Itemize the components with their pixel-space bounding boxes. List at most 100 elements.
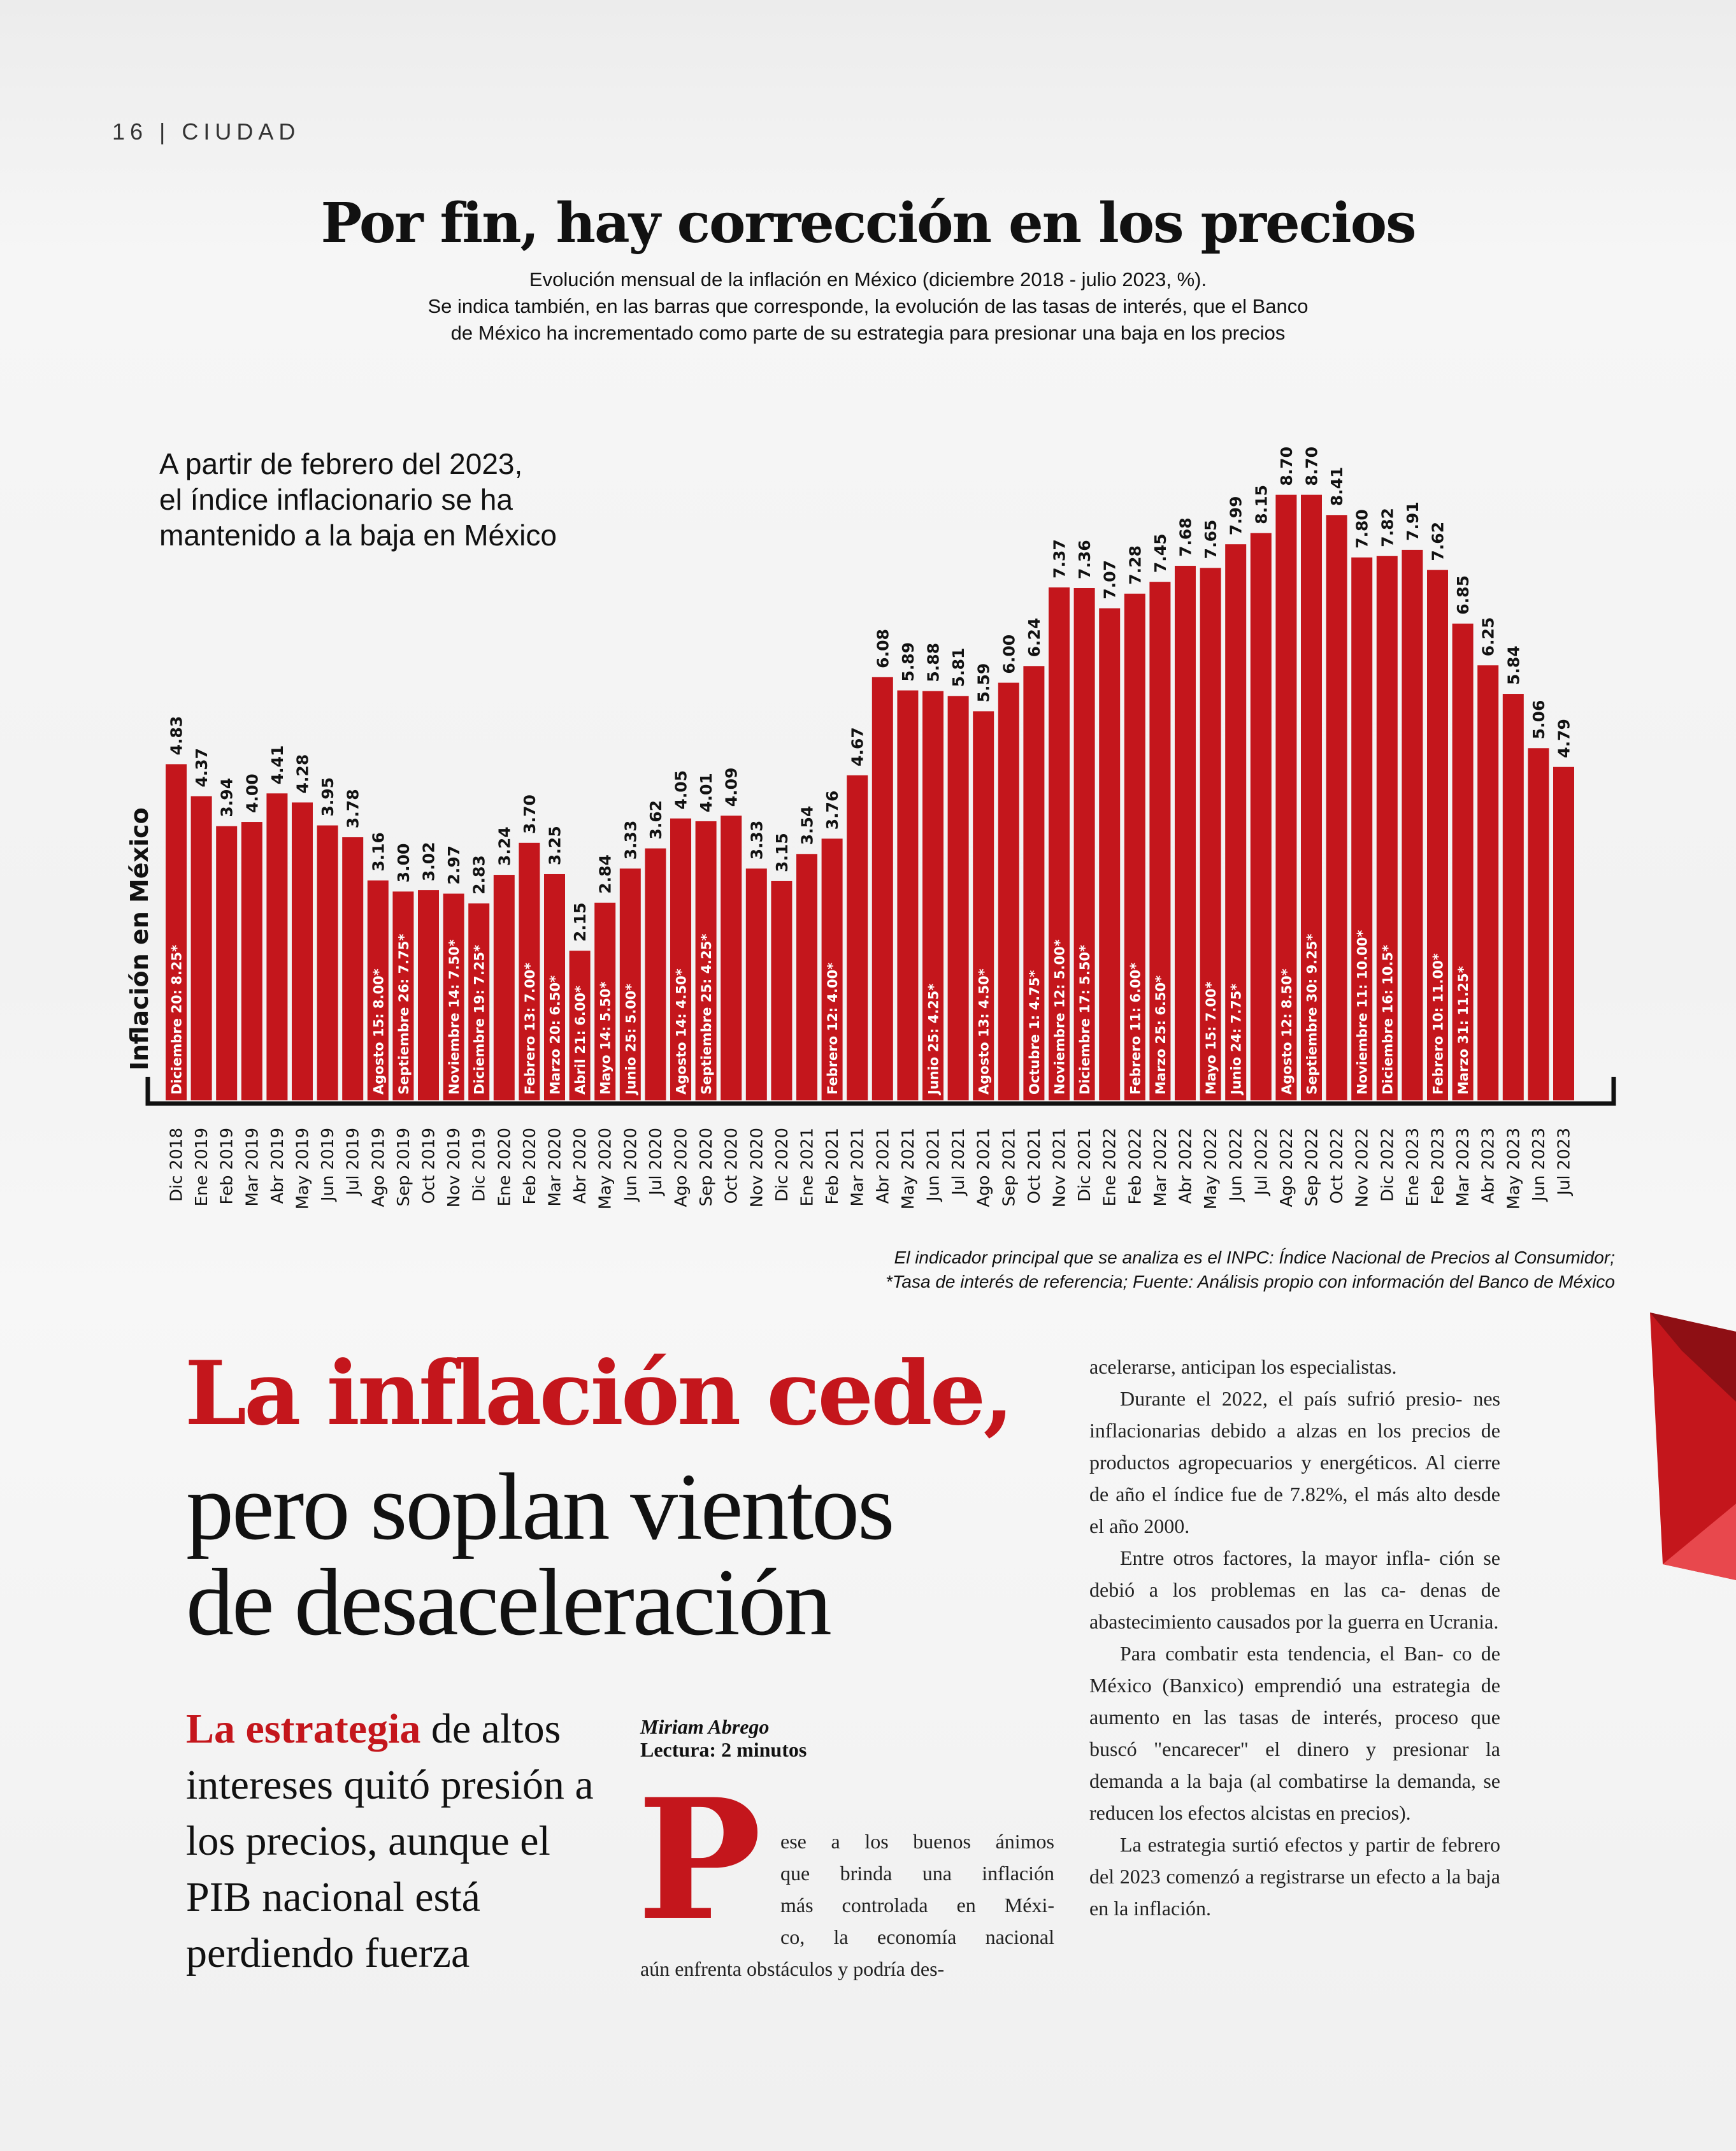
rate-annotation: Septiembre 25: 4.25*: [699, 934, 714, 1095]
bar-Nov 2021: [1049, 587, 1070, 1100]
rate-annotation: Noviembre 11: 10.00*: [1355, 930, 1370, 1095]
bar-Ene 2022: [1099, 608, 1121, 1100]
bar-Abr 2022: [1175, 566, 1196, 1100]
x-tick-label: Dic 2019: [470, 1128, 489, 1202]
x-tick-label: Mar 2022: [1151, 1128, 1170, 1207]
x-tick-label: Sep 2020: [697, 1128, 716, 1206]
bar-value-label: 5.84: [1504, 645, 1523, 685]
x-tick-label: Feb 2019: [218, 1128, 237, 1204]
bar-Dic 2022: [1376, 556, 1398, 1100]
x-tick-label: Jun 2019: [319, 1128, 338, 1202]
bar-Feb 2019: [216, 826, 238, 1100]
headline-black: pero soplan vientos de desaceleración: [186, 1459, 894, 1650]
bar-value-label: 6.85: [1454, 575, 1472, 615]
bar-value-label: 3.54: [798, 806, 817, 845]
body-paragraph: Entre otros factores, la mayor infla- ci…: [1089, 1546, 1500, 1633]
bar-Oct 2019: [418, 890, 439, 1100]
bar-Dic 2018: [166, 764, 187, 1100]
rate-annotation: Septiembre 26: 7.75*: [396, 934, 412, 1095]
x-tick-label: Jun 2023: [1530, 1128, 1549, 1202]
x-tick-label: Ago 2022: [1277, 1128, 1296, 1207]
author: Miriam Abrego: [640, 1715, 770, 1738]
bar-value-label: 3.02: [420, 842, 438, 881]
bar-value-label: 3.33: [621, 821, 640, 860]
bar-Nov 2020: [745, 868, 767, 1100]
y-axis-label: Inflación en México: [126, 807, 154, 1070]
x-tick-label: Mar 2023: [1454, 1128, 1473, 1207]
bar-value-label: 3.00: [394, 844, 413, 883]
bar-value-label: 7.65: [1202, 520, 1220, 559]
x-tick-label: Jun 2022: [1227, 1128, 1246, 1202]
bar-value-label: 3.33: [747, 821, 766, 860]
x-tick-label: Sep 2019: [394, 1128, 413, 1206]
x-tick-label: Abr 2022: [1177, 1128, 1196, 1204]
x-tick-label: Dic 2018: [168, 1128, 187, 1202]
article-column-2: acelerarse, anticipan los especialistas.…: [1089, 1351, 1500, 1924]
x-tick-label: May 2023: [1504, 1128, 1523, 1209]
bar-value-label: 3.70: [520, 795, 539, 834]
bar-May 2022: [1200, 568, 1221, 1100]
chart-subtitle: Evolución mensual de la inflación en Méx…: [319, 266, 1417, 347]
bar-value-label: 7.37: [1051, 539, 1069, 579]
rate-annotation: Diciembre 20: 8.25*: [169, 945, 185, 1095]
bar-value-label: 5.59: [975, 663, 993, 703]
rate-annotation: Diciembre 16: 10.5*: [1380, 945, 1395, 1095]
bar-value-label: 7.80: [1353, 509, 1372, 549]
bar-Abr 2019: [266, 793, 288, 1100]
bar-value-label: 4.41: [268, 745, 287, 785]
bar-Ago 2021: [973, 711, 994, 1100]
bar-value-label: 4.83: [168, 716, 186, 756]
bar-value-label: 7.45: [1151, 533, 1170, 573]
bar-Jul 2022: [1250, 533, 1272, 1100]
rate-annotation: Octubre 1: 4.75*: [1027, 970, 1042, 1095]
bar-Ago 2022: [1275, 494, 1297, 1100]
body-paragraph: Para combatir esta tendencia, el Ban- co…: [1089, 1642, 1500, 1824]
bar-Dic 2020: [771, 881, 793, 1100]
x-tick-label: Ene 2019: [192, 1128, 212, 1206]
rate-annotation: Diciembre 19: 7.25*: [472, 945, 487, 1095]
page-folio: 16 | CIUDAD: [112, 119, 301, 145]
bar-Sep 2022: [1301, 494, 1322, 1100]
bar-value-label: 5.89: [899, 642, 917, 682]
bar-May 2019: [292, 802, 313, 1100]
bar-Jun 2019: [317, 825, 338, 1100]
bar-value-label: 3.94: [218, 778, 236, 817]
bar-value-label: 6.08: [873, 629, 892, 668]
x-tick-label: Oct 2020: [722, 1128, 742, 1204]
drop-cap: P: [637, 1763, 762, 1957]
x-tick-label: Jun 2020: [621, 1128, 640, 1202]
bar-value-label: 7.99: [1227, 496, 1245, 535]
bar-value-label: 7.28: [1126, 545, 1144, 585]
bar-value-label: 7.91: [1403, 501, 1422, 541]
bar-Ene 2023: [1402, 549, 1423, 1100]
bar-value-label: 3.76: [823, 791, 842, 830]
bar-Dic 2019: [468, 903, 490, 1100]
bar-value-label: 4.79: [1555, 719, 1574, 758]
bar-Ene 2021: [796, 854, 817, 1100]
x-tick-label: Jun 2021: [924, 1128, 943, 1202]
callout-line: A partir de febrero del 2023,: [159, 447, 523, 480]
bar-May 2020: [594, 902, 616, 1100]
rate-annotation: Febrero 13: 7.00*: [522, 963, 538, 1095]
rate-annotation: Junio 25: 4.25*: [926, 984, 942, 1096]
x-tick-label: May 2019: [294, 1128, 313, 1209]
rate-annotation: Agosto 12: 8.50*: [1279, 968, 1295, 1095]
x-tick-label: Dic 2021: [1075, 1128, 1094, 1202]
x-tick-label: Nov 2021: [1051, 1128, 1070, 1207]
x-tick-label: Jul 2019: [344, 1128, 363, 1197]
red-corner-decoration: [1650, 1313, 1736, 1580]
x-tick-label: Ene 2020: [495, 1128, 514, 1206]
x-tick-label: Mar 2020: [546, 1128, 565, 1207]
x-axis-line: [145, 1077, 1616, 1106]
rate-annotation: Abril 21: 6.00*: [573, 986, 588, 1095]
rate-annotation: Agosto 15: 8.00*: [371, 968, 386, 1095]
x-tick-label: Jul 2022: [1252, 1128, 1271, 1197]
bar-value-label: 2.97: [445, 845, 463, 885]
x-tick-label: Oct 2019: [420, 1128, 439, 1204]
rate-annotation: Febrero 10: 11.00*: [1431, 953, 1446, 1095]
rate-annotation: Mayo 14: 5.50*: [598, 981, 613, 1095]
bar-value-label: 3.78: [344, 789, 362, 828]
bar-value-label: 4.09: [722, 768, 741, 807]
bar-Nov 2019: [443, 893, 464, 1100]
x-tick-label: Mar 2019: [243, 1128, 262, 1207]
